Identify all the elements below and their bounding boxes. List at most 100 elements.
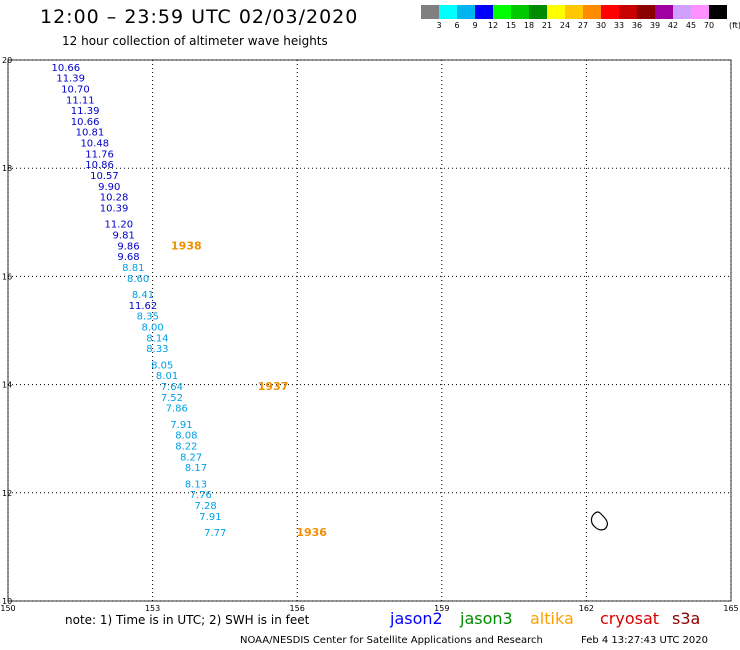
- color-swatch: [529, 5, 547, 19]
- wave-height-value: 7.28: [194, 501, 216, 512]
- color-swatch: [691, 5, 709, 19]
- color-swatch: [565, 5, 583, 19]
- lat-tick-label: 10: [2, 597, 12, 606]
- wave-height-value: 8.05: [151, 360, 173, 371]
- color-swatch: [673, 5, 691, 19]
- wave-height-value: 8.27: [180, 452, 202, 463]
- pass-time-label: 1936: [296, 526, 327, 539]
- color-scale-label: 33: [613, 21, 625, 30]
- color-scale-unit: (ft): [729, 21, 740, 30]
- wave-height-value: 8.13: [185, 479, 207, 490]
- legend-jason2: jason2: [390, 609, 443, 628]
- map-axis-labels: 150 153 156 159 162 165 20 18 16 14 12 10: [0, 56, 738, 613]
- lon-tick-label: 153: [145, 604, 160, 613]
- wave-height-value: 11.62: [129, 301, 158, 312]
- lon-tick-label: 150: [0, 604, 15, 613]
- pass-time-label: 1938: [171, 239, 202, 252]
- wave-height-value: 8.14: [146, 333, 168, 344]
- color-scale-label: 12: [487, 21, 499, 30]
- wave-height-value: 7.86: [166, 404, 188, 415]
- wave-height-value: 8.01: [156, 371, 178, 382]
- wave-height-value: 11.39: [71, 106, 100, 117]
- wave-height-value: 7.64: [161, 382, 183, 393]
- observations-layer: 10.6611.3910.7011.1111.3910.6610.8110.48…: [52, 63, 227, 539]
- color-scale-label: 70: [703, 21, 715, 30]
- page-subtitle: 12 hour collection of altimeter wave hei…: [62, 34, 328, 48]
- color-swatch: [493, 5, 511, 19]
- map-frame: [7, 59, 732, 602]
- wave-height-value: 8.08: [175, 431, 197, 442]
- legend-altika: altika: [530, 609, 574, 628]
- wave-height-value: 8.00: [141, 323, 163, 334]
- wave-height-value: 7.77: [204, 528, 226, 539]
- color-scale-label: 21: [541, 21, 553, 30]
- wave-height-value: 7.91: [199, 512, 221, 523]
- time-labels-layer: 1938 1937 1936: [171, 239, 327, 539]
- color-swatch: [637, 5, 655, 19]
- wave-height-value: 9.68: [117, 252, 139, 263]
- color-scale-label: 18: [523, 21, 535, 30]
- color-scale-label: 9: [472, 21, 478, 30]
- wave-height-value: 10.70: [61, 84, 90, 95]
- lat-tick-label: 14: [2, 381, 12, 390]
- wave-height-value: 9.81: [113, 231, 135, 242]
- color-swatch: [475, 5, 493, 19]
- pass-time-label: 1937: [258, 380, 289, 393]
- map-grid: [7, 59, 732, 602]
- color-scale-label: 36: [631, 21, 643, 30]
- color-swatch: [439, 5, 457, 19]
- wave-height-value: 10.66: [52, 63, 81, 74]
- color-swatch: [511, 5, 529, 19]
- legend-s3a: s3a: [672, 609, 701, 628]
- wave-height-value: 11.11: [66, 95, 95, 106]
- color-swatch: [457, 5, 475, 19]
- wave-height-value: 9.86: [117, 241, 139, 252]
- wave-height-value: 8.60: [127, 274, 149, 285]
- color-scale-label: 27: [577, 21, 589, 30]
- page-title: 12:00 – 23:59 UTC 02/03/2020: [40, 6, 359, 28]
- legend-jason3: jason3: [460, 609, 513, 628]
- color-swatch: [619, 5, 637, 19]
- timestamp-text: Feb 4 13:27:43 UTC 2020: [581, 635, 708, 646]
- color-scale-label: 39: [649, 21, 661, 30]
- credit-text: NOAA/NESDIS Center for Satellite Applica…: [240, 635, 543, 646]
- wave-height-value: 8.35: [137, 312, 159, 323]
- color-swatch: [601, 5, 619, 19]
- color-swatch: [547, 5, 565, 19]
- lon-tick-label: 162: [579, 604, 594, 613]
- color-scale-label: 30: [595, 21, 607, 30]
- lon-tick-label: 165: [723, 604, 738, 613]
- wave-height-value: 9.90: [98, 182, 120, 193]
- wave-height-value: 8.41: [132, 290, 154, 301]
- lat-tick-label: 20: [2, 56, 12, 65]
- wave-height-value: 11.20: [105, 220, 134, 231]
- lon-tick-label: 159: [434, 604, 449, 613]
- wave-height-value: 8.33: [146, 344, 168, 355]
- color-scale-label: 15: [505, 21, 517, 30]
- color-swatch: [583, 5, 601, 19]
- color-scale-label: 42: [667, 21, 679, 30]
- wave-height-value: 10.28: [100, 193, 129, 204]
- wave-height-value: 7.76: [190, 490, 212, 501]
- wave-height-value: 10.86: [85, 160, 114, 171]
- color-scale: [421, 5, 727, 19]
- wave-height-value: 10.57: [90, 171, 119, 182]
- legend-cryosat: cryosat: [600, 609, 660, 628]
- wave-height-value: 11.76: [85, 149, 114, 160]
- color-scale-label: 3: [436, 21, 442, 30]
- lat-tick-label: 16: [2, 272, 12, 281]
- wave-height-value: 7.91: [170, 420, 192, 431]
- color-swatch: [709, 5, 727, 19]
- island-outline: [590, 511, 608, 531]
- wave-height-value: 11.39: [56, 74, 85, 85]
- color-swatch: [421, 5, 439, 19]
- color-scale-label: 24: [559, 21, 571, 30]
- lat-tick-label: 12: [2, 489, 12, 498]
- color-swatch: [655, 5, 673, 19]
- wave-height-value: 10.48: [80, 139, 109, 150]
- wave-height-value: 8.17: [185, 463, 207, 474]
- wave-height-value: 10.66: [71, 117, 100, 128]
- wave-height-value: 8.81: [122, 263, 144, 274]
